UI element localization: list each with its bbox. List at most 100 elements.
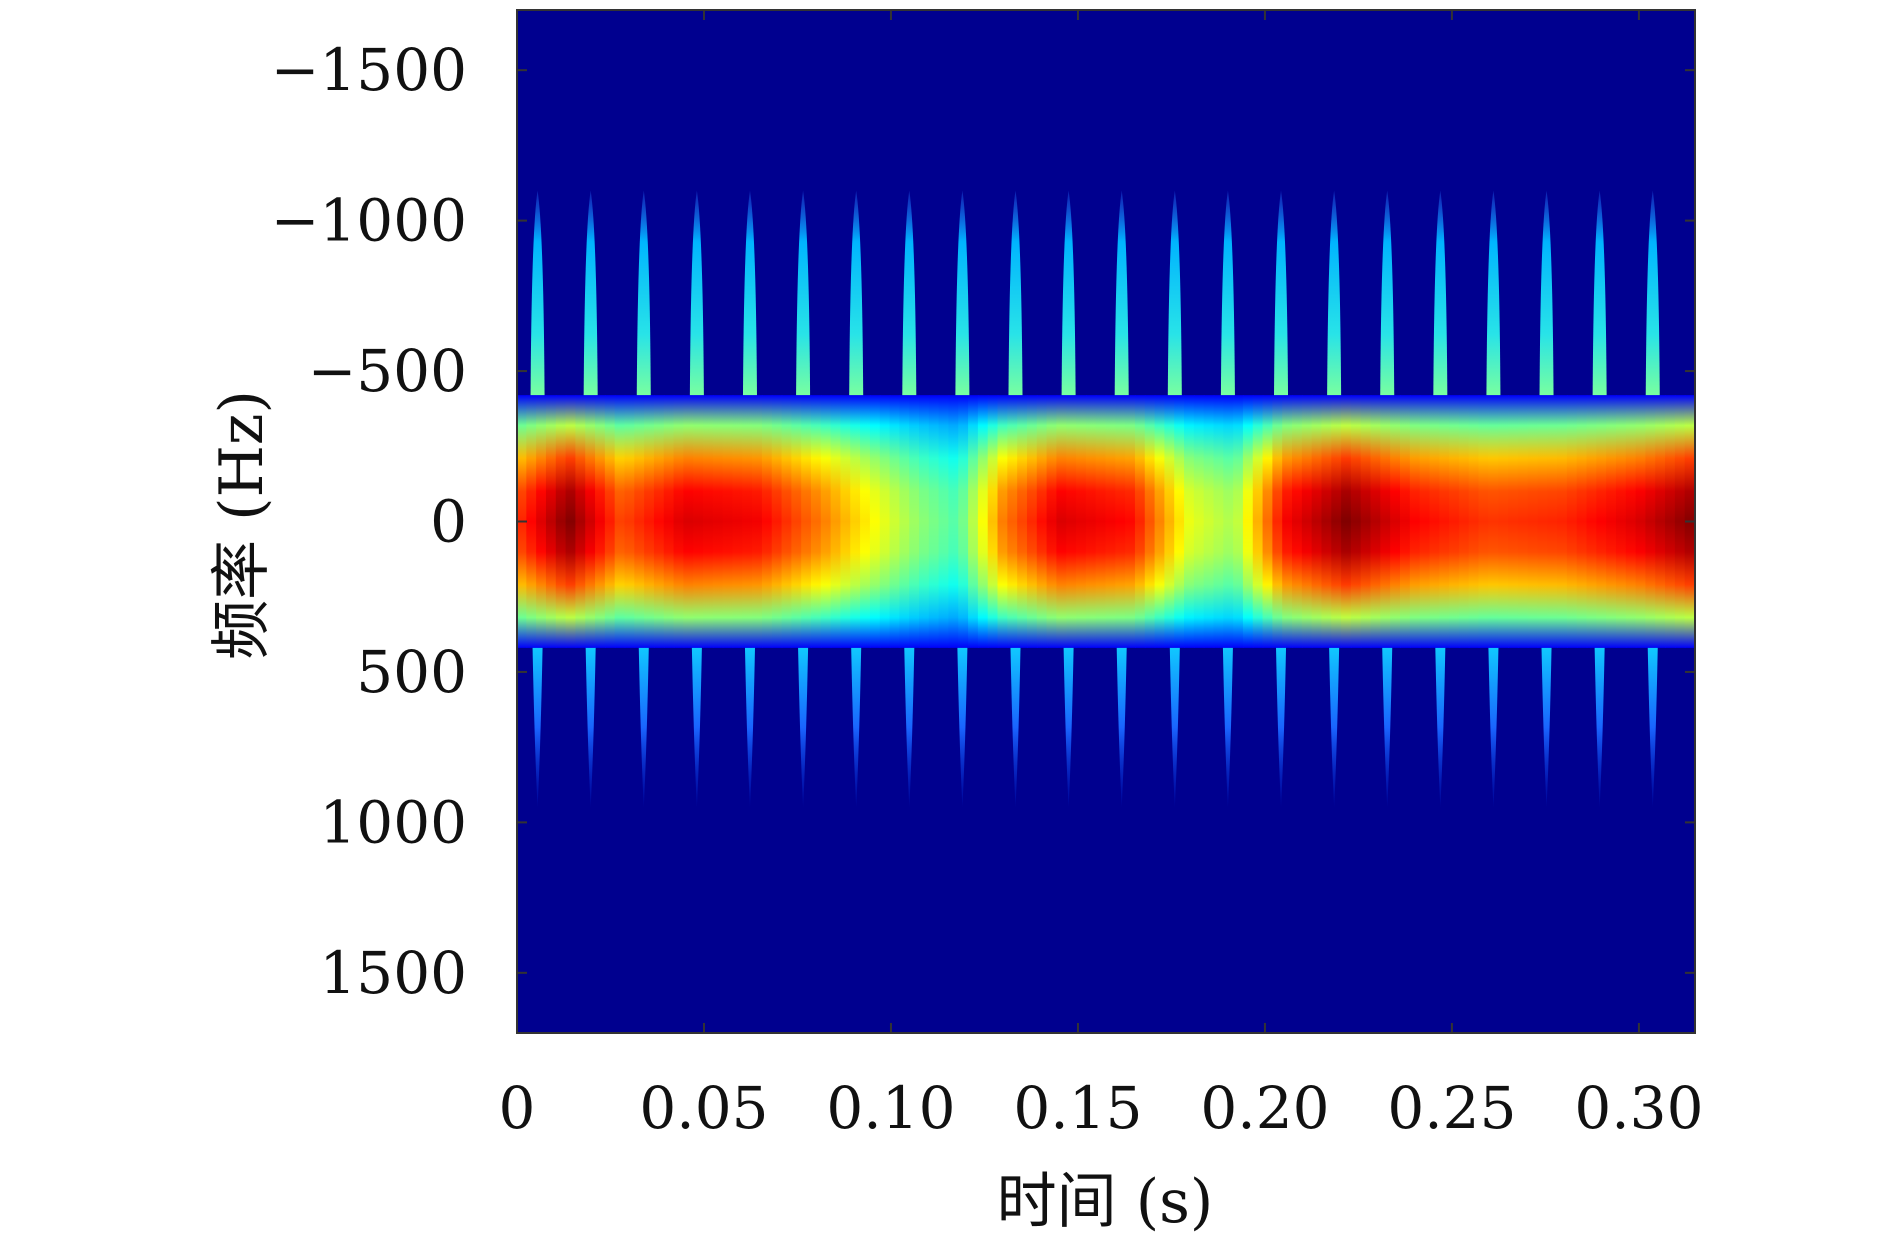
band-slice [1517, 395, 1529, 648]
spike-upper [1220, 190, 1235, 396]
spike-lower [957, 647, 968, 808]
spike-upper [742, 190, 757, 396]
band-slice [1223, 395, 1235, 648]
spike-lower [1276, 647, 1287, 808]
band-slice [1409, 395, 1421, 648]
y-tick-label: −1000 [271, 187, 467, 255]
band-slice [860, 395, 871, 648]
band-slice [1184, 395, 1195, 648]
band-slice [1174, 395, 1186, 648]
spike-lower [1222, 647, 1233, 808]
y-tick-label: 500 [356, 638, 467, 706]
spike-lower [1329, 647, 1340, 808]
x-tick-label: 0.10 [826, 1074, 955, 1142]
spike-lower [1488, 647, 1499, 808]
band-slice [1203, 395, 1215, 648]
band-slice [1566, 395, 1578, 648]
plot-area [517, 10, 1695, 1033]
band-slice [1527, 395, 1539, 648]
band-slice [742, 395, 754, 648]
band-slice [536, 395, 547, 648]
spike-upper [1167, 190, 1182, 396]
spike-upper [902, 190, 917, 396]
band-slice [1134, 395, 1146, 648]
band-slice [1370, 395, 1382, 648]
band-slice [801, 395, 812, 648]
band-slice [771, 395, 783, 648]
band-slice [1547, 395, 1559, 648]
band-slice [1360, 395, 1372, 648]
spike-upper [796, 190, 811, 396]
band-slice [1007, 395, 1019, 648]
band-slice [604, 395, 616, 648]
spike-upper [849, 190, 864, 396]
y-tick-label: 0 [430, 488, 467, 556]
spike-lower [1382, 647, 1393, 808]
band-slice [1655, 395, 1667, 648]
band-slice [1056, 395, 1068, 648]
band-slice [722, 395, 734, 648]
band-slice [1311, 395, 1323, 648]
band-slice [1400, 395, 1411, 648]
spike-lower [1594, 647, 1605, 808]
spike-lower [1010, 647, 1021, 808]
band-slice [1498, 395, 1509, 648]
band-slice [712, 395, 724, 648]
band-slice [1449, 395, 1460, 648]
band-slice [811, 395, 822, 648]
band-slice [1115, 395, 1127, 648]
band-slice [614, 395, 626, 648]
band-slice [928, 395, 940, 648]
spike-lower [585, 647, 596, 808]
band-slice [1105, 395, 1117, 648]
band-slice [1292, 395, 1303, 648]
spike-lower [851, 647, 862, 808]
band-slice [1262, 395, 1274, 648]
band-slice [1095, 395, 1107, 648]
band-slice [1674, 395, 1686, 648]
y-tick-label: 1000 [319, 788, 467, 856]
band-slice [1645, 395, 1657, 648]
spike-upper [636, 190, 651, 396]
y-axis-label: 频率 (Hz) [207, 390, 277, 660]
spike-upper [1327, 190, 1342, 396]
band-slice [732, 395, 744, 648]
band-slice [1557, 395, 1568, 648]
spike-upper [1061, 190, 1076, 396]
band-slice [1154, 395, 1166, 648]
band-slice [1213, 395, 1225, 648]
x-tick-label: 0.25 [1387, 1074, 1516, 1142]
central-band [517, 395, 1695, 648]
spike-lower [904, 647, 915, 808]
band-slice [1066, 395, 1078, 648]
y-tick-label: −500 [308, 337, 467, 405]
band-slice [644, 395, 655, 648]
band-slice [1085, 395, 1097, 648]
spike-lower [532, 647, 543, 808]
band-slice [1242, 395, 1254, 648]
band-slice [948, 395, 960, 648]
band-slice [1282, 395, 1294, 648]
band-slice [624, 395, 636, 648]
band-slice [555, 395, 567, 648]
band-slice [889, 395, 901, 648]
band-slice [693, 395, 705, 648]
band-slice [752, 395, 763, 648]
spike-upper [530, 190, 545, 396]
spike-lower [1647, 647, 1658, 808]
spike-upper [1008, 190, 1023, 396]
spike-lower [798, 647, 809, 808]
band-slice [840, 395, 852, 648]
band-slice [703, 395, 714, 648]
band-slice [683, 395, 695, 648]
band-slice [663, 395, 675, 648]
axis-labels: 时间 (s) 频率 (Hz) [207, 390, 1213, 1237]
band-slice [1341, 395, 1352, 648]
band-slice [1615, 395, 1627, 648]
band-slice [1321, 395, 1333, 648]
spike-upper [1486, 190, 1501, 396]
band-slice [820, 395, 832, 648]
band-slice [987, 395, 999, 648]
